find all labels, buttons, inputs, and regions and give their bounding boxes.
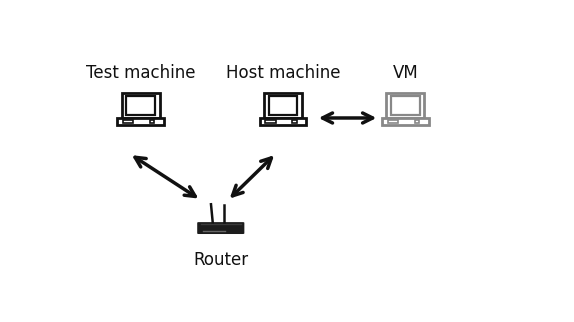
Bar bbox=[415, 120, 419, 123]
Bar bbox=[123, 120, 133, 123]
Bar bbox=[264, 93, 302, 118]
Bar bbox=[117, 118, 164, 125]
Bar bbox=[292, 120, 297, 123]
Bar bbox=[387, 120, 398, 123]
Bar bbox=[382, 118, 429, 125]
Bar bbox=[265, 120, 276, 123]
FancyBboxPatch shape bbox=[197, 222, 245, 234]
Bar bbox=[269, 96, 297, 115]
Bar bbox=[259, 118, 307, 125]
Bar bbox=[126, 96, 155, 115]
Bar bbox=[150, 120, 154, 123]
Bar bbox=[122, 93, 160, 118]
Text: Host machine: Host machine bbox=[226, 64, 340, 82]
Bar bbox=[391, 96, 420, 115]
Text: Test machine: Test machine bbox=[86, 64, 196, 82]
Text: VM: VM bbox=[393, 64, 418, 82]
Text: Router: Router bbox=[193, 251, 249, 269]
Bar bbox=[386, 93, 424, 118]
